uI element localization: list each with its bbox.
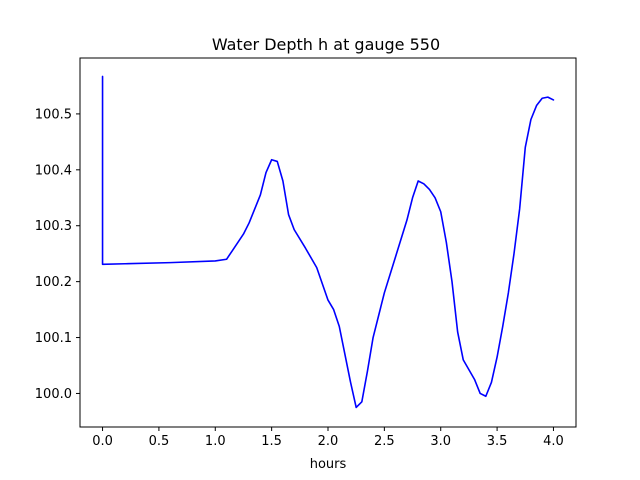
y-axis: 100.0 100.1 100.2 100.3 100.4 100.5 [35, 107, 80, 402]
y-tick-label: 100.5 [35, 107, 72, 122]
x-tick-label: 0.5 [149, 434, 170, 449]
series-line-0 [101, 75, 555, 409]
x-axis-label: hours [310, 457, 347, 472]
x-tick-label: 2.0 [318, 434, 339, 449]
y-tick-label: 100.2 [35, 275, 72, 290]
y-tick-label: 100.0 [35, 387, 72, 402]
x-tick-label: 3.5 [487, 434, 508, 449]
y-tick-label: 100.3 [35, 219, 72, 234]
y-tick-label: 100.4 [35, 163, 72, 178]
x-tick-label: 2.5 [374, 434, 395, 449]
x-tick-label: 1.5 [261, 434, 282, 449]
plot-area [79, 57, 577, 428]
x-axis: 0.0 0.5 1.0 1.5 2.0 2.5 3.0 3.5 4.0 [92, 427, 564, 449]
y-tick-label: 100.1 [35, 331, 72, 346]
x-tick-label: 3.0 [430, 434, 451, 449]
x-tick-label: 0.0 [92, 434, 113, 449]
x-tick-label: 1.0 [205, 434, 226, 449]
chart-title: Water Depth h at gauge 550 [212, 35, 440, 54]
x-tick-label: 4.0 [543, 434, 564, 449]
plot-frame [79, 57, 577, 428]
